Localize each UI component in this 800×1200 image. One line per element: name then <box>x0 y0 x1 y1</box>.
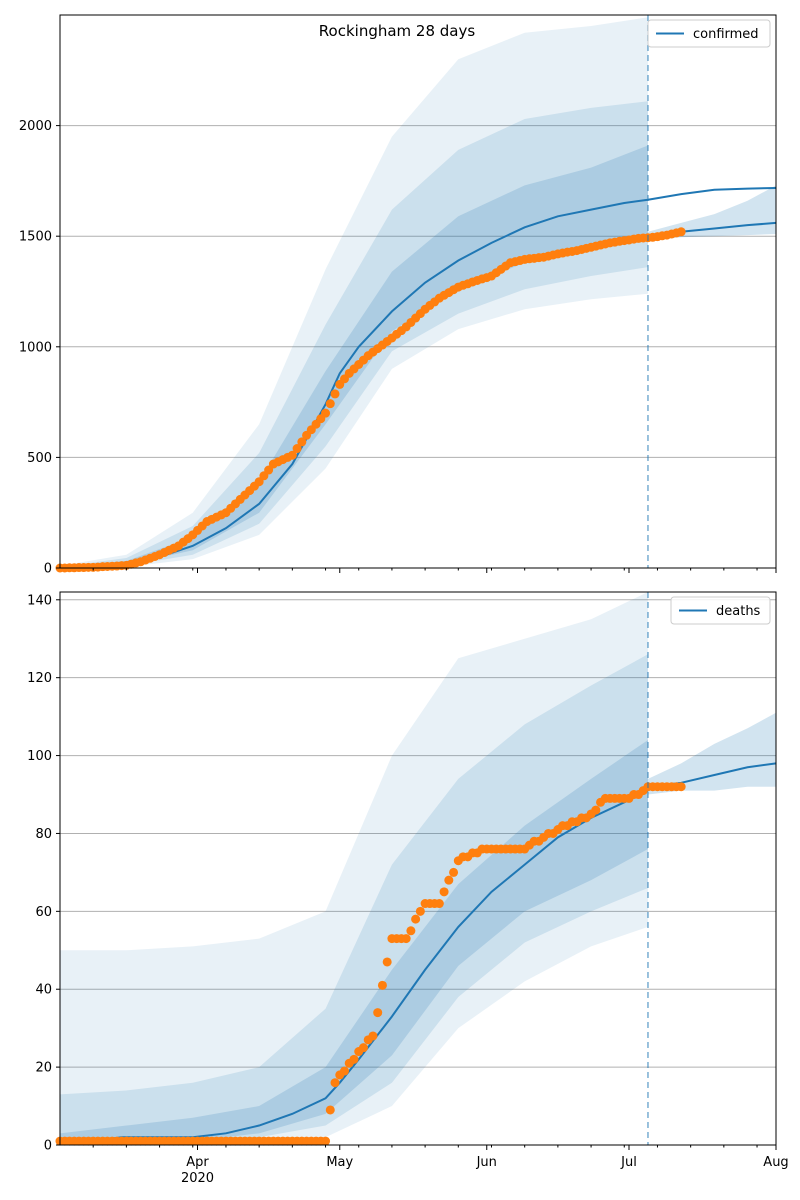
observed-point <box>349 1054 359 1064</box>
x-tick-label: Apr <box>186 1155 209 1170</box>
x-tick-label: Jul <box>620 1155 637 1170</box>
confirmed-uncertainty-bands <box>60 17 648 569</box>
confirmed-legend: confirmed <box>647 19 771 48</box>
confirmed-legend-label: confirmed <box>693 27 759 42</box>
y-tick-label: 60 <box>35 905 52 920</box>
observed-point <box>439 887 449 897</box>
observed-point <box>292 444 302 454</box>
y-tick-label: 1000 <box>19 340 52 355</box>
observed-point <box>676 227 686 237</box>
observed-point <box>358 1043 368 1053</box>
uncertainty-band <box>60 654 648 1145</box>
uncertainty-band <box>60 145 648 568</box>
observed-point <box>321 408 331 418</box>
observed-point <box>325 1105 335 1115</box>
y-tick-label: 100 <box>27 749 52 764</box>
observed-point <box>411 914 421 924</box>
x-tick-label: Aug <box>763 1155 788 1170</box>
x-tick-year-label: 2020 <box>181 1171 214 1186</box>
observed-point <box>325 399 335 409</box>
observed-point <box>415 906 425 916</box>
y-tick-label: 40 <box>35 983 52 998</box>
observed-point <box>382 957 392 967</box>
observed-point <box>330 389 340 399</box>
deaths-axes <box>59 591 777 1146</box>
observed-point <box>321 1136 331 1146</box>
confirmed-median-line <box>59 186 777 569</box>
confirmed-axes <box>59 14 777 569</box>
confirmed-observed-points <box>55 227 686 573</box>
observed-point <box>401 934 411 944</box>
observed-point <box>676 782 686 792</box>
y-tick-label: 0 <box>44 1139 52 1154</box>
chart-title: Rockingham 28 days <box>319 22 476 40</box>
observed-point <box>444 875 454 885</box>
observed-point <box>373 1008 383 1018</box>
forecast-band <box>647 185 776 241</box>
observed-point <box>297 437 307 447</box>
confirmed-panel: 0 500 1000 1500 2000 Rockingham 28 days conf… <box>19 14 777 577</box>
median-line <box>59 186 777 569</box>
forecast-band <box>647 712 776 795</box>
observed-point <box>377 980 387 990</box>
plot-frame <box>59 14 777 569</box>
y-tick-label: 0 <box>44 562 52 577</box>
uncertainty-band <box>60 101 648 568</box>
observed-point <box>330 1078 340 1088</box>
observed-point <box>368 1031 378 1041</box>
plot-frame <box>59 591 777 1146</box>
observed-point <box>287 450 297 460</box>
observed-point <box>591 805 601 815</box>
x-tick-label: Jun <box>476 1155 497 1170</box>
deaths-observed-points <box>55 782 686 1146</box>
deaths-legend: deaths <box>670 596 771 625</box>
confirmed-x-ticks <box>92 568 777 573</box>
observed-point <box>340 1066 350 1076</box>
y-tick-label: 120 <box>27 671 52 686</box>
confirmed-legend-box <box>647 19 771 48</box>
y-tick-label: 20 <box>35 1061 52 1076</box>
deaths-y-ticks: 0 20 40 60 80 100 120 140 <box>27 593 60 1154</box>
y-tick-label: 500 <box>27 451 52 466</box>
uncertainty-band <box>60 17 648 569</box>
observed-point <box>406 926 416 936</box>
uncertainty-band <box>60 592 648 1145</box>
y-tick-label: 140 <box>27 593 52 608</box>
confirmed-y-ticks: 0 500 1000 1500 2000 <box>19 119 60 577</box>
y-tick-label: 1500 <box>19 230 52 245</box>
y-tick-label: 2000 <box>19 119 52 134</box>
y-tick-label: 80 <box>35 827 52 842</box>
observed-point <box>434 899 444 909</box>
x-tick-label: May <box>326 1155 353 1170</box>
deaths-legend-box <box>670 596 771 625</box>
deaths-legend-label: deaths <box>716 604 761 619</box>
observed-point <box>449 867 459 877</box>
